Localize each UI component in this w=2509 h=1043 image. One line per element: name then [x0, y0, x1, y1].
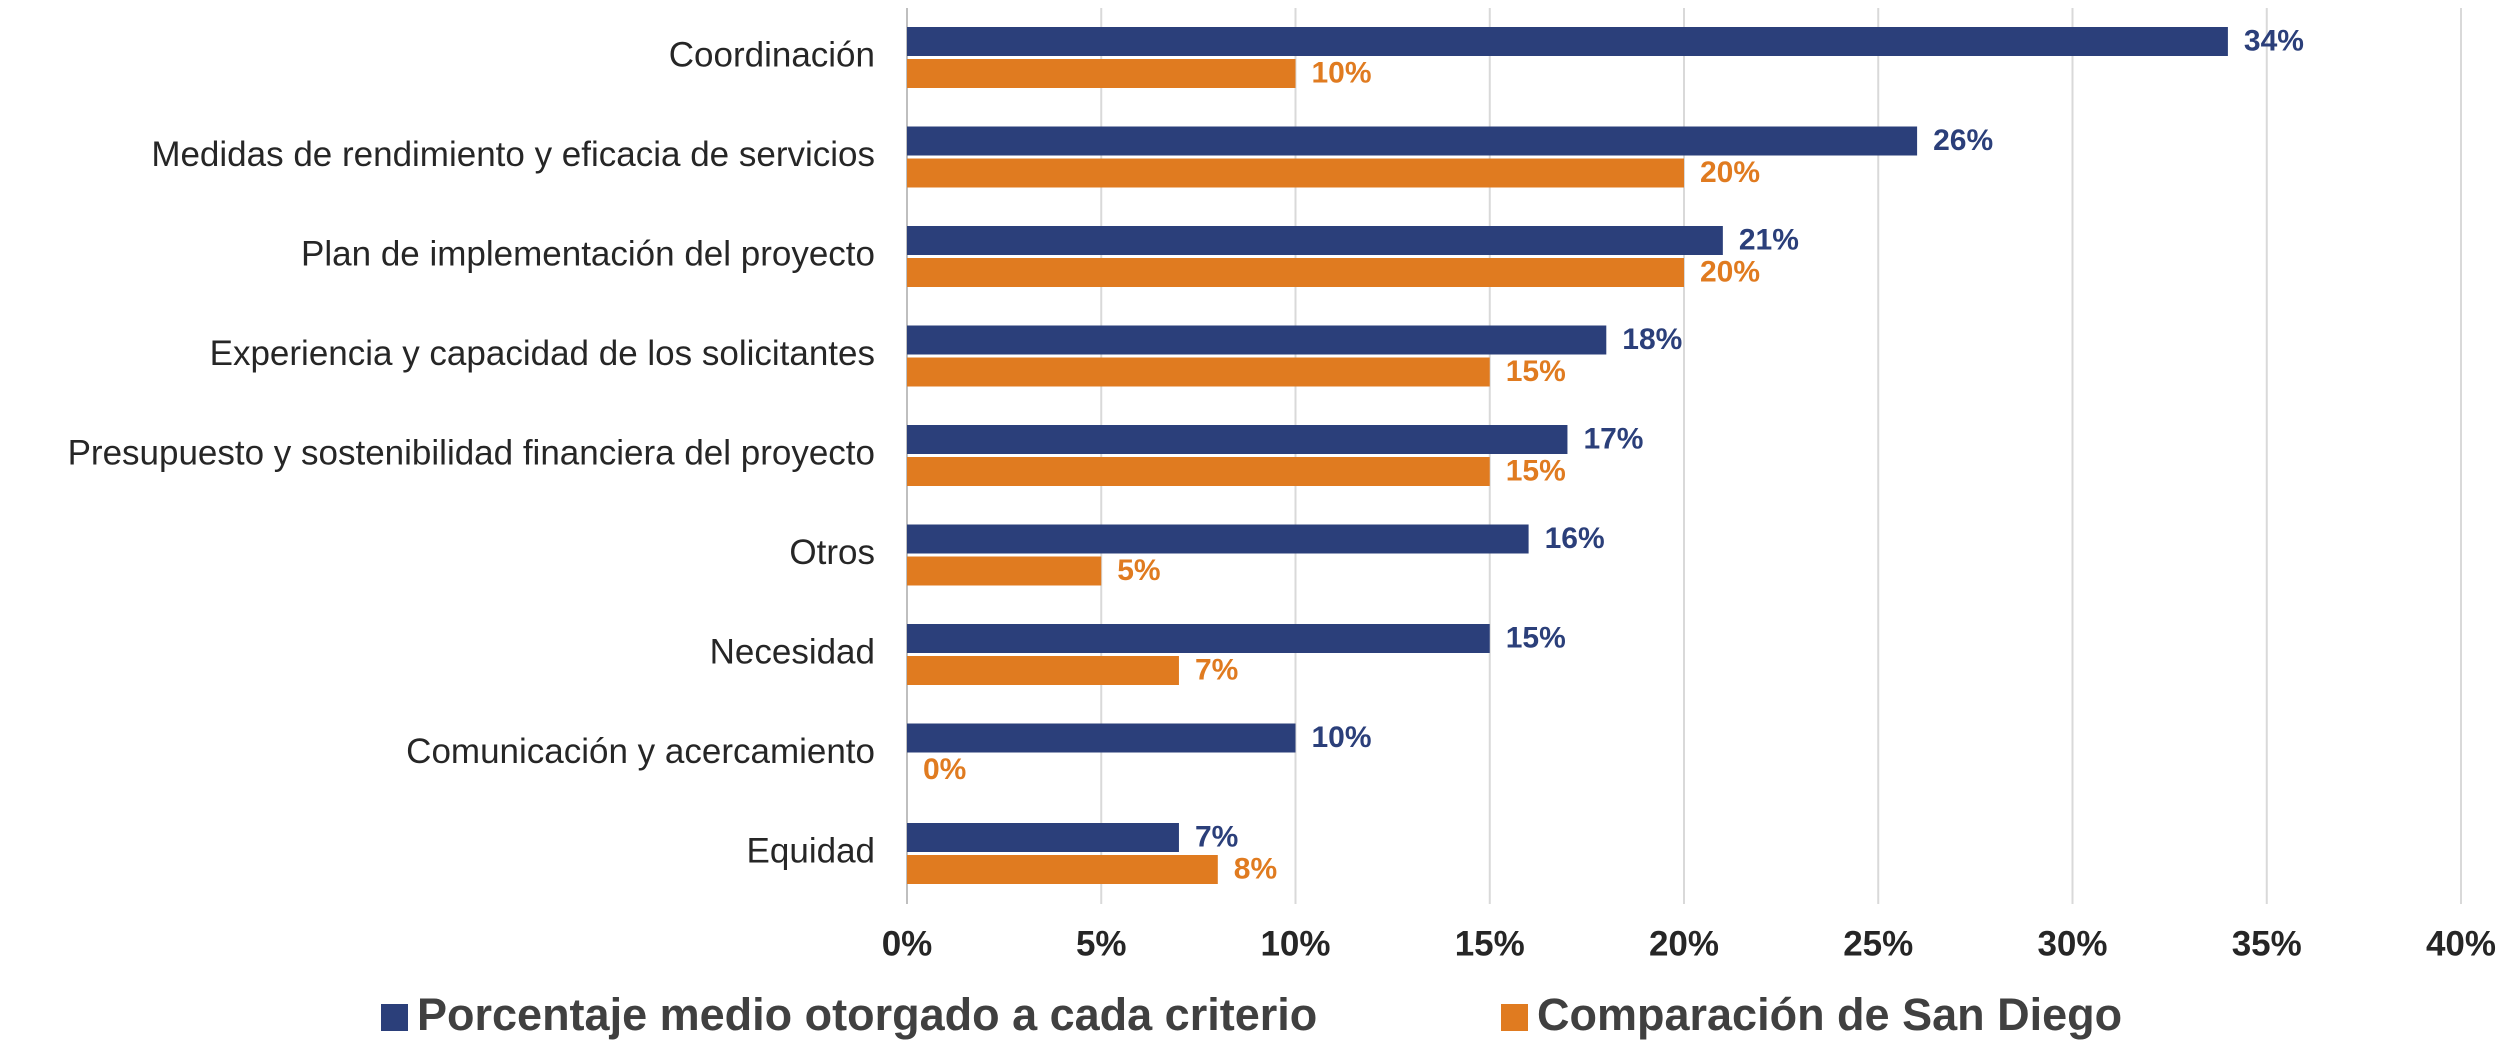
bar: [907, 823, 1179, 852]
data-label: 26%: [1933, 124, 1993, 157]
category-label: Equidad: [747, 831, 875, 870]
bar: [907, 425, 1568, 454]
data-label: 20%: [1700, 255, 1760, 288]
bar: [907, 357, 1490, 387]
bar: [907, 226, 1723, 255]
category-label: Plan de implementación del proyecto: [301, 234, 875, 273]
bar: [907, 258, 1684, 287]
category-label: Experiencia y capacidad de los solicitan…: [210, 334, 875, 373]
bar: [907, 855, 1218, 884]
x-tick-label: 20%: [1649, 924, 1719, 963]
legend-label: Comparación de San Diego: [1537, 989, 2122, 1040]
legend-swatch: [381, 1004, 408, 1031]
category-label: Presupuesto y sostenibilidad financiera …: [68, 433, 875, 472]
data-label: 16%: [1545, 522, 1605, 555]
x-tick-label: 40%: [2426, 924, 2496, 963]
bar: [907, 457, 1490, 486]
bar: [907, 158, 1684, 188]
data-label: 10%: [1312, 56, 1372, 89]
bar: [907, 556, 1102, 586]
category-label: Otros: [789, 533, 875, 572]
data-label: 15%: [1506, 355, 1566, 388]
data-label: 0%: [923, 753, 966, 786]
data-label: 8%: [1234, 852, 1277, 885]
data-label: 7%: [1195, 820, 1238, 853]
data-label: 7%: [1195, 653, 1238, 686]
x-tick-label: 25%: [1843, 924, 1913, 963]
x-tick-label: 15%: [1455, 924, 1525, 963]
category-label: Coordinación: [669, 35, 875, 74]
legend-swatch: [1501, 1004, 1528, 1031]
bar: [907, 126, 1918, 156]
x-tick-label: 30%: [2037, 924, 2107, 963]
legend-label: Porcentaje medio otorgado a cada criteri…: [417, 989, 1317, 1040]
data-label: 15%: [1506, 621, 1566, 654]
bar: [907, 524, 1529, 554]
bar: [907, 723, 1296, 753]
bar: [907, 27, 2228, 56]
data-label: 18%: [1622, 323, 1682, 356]
data-label: 20%: [1700, 156, 1760, 189]
category-label: Medidas de rendimiento y eficacia de ser…: [151, 135, 875, 174]
bar: [907, 325, 1607, 355]
x-tick-label: 10%: [1260, 924, 1330, 963]
category-label: Comunicación y acercamiento: [406, 732, 875, 771]
data-label: 5%: [1117, 554, 1160, 587]
bar: [907, 59, 1296, 88]
data-label: 15%: [1506, 454, 1566, 487]
x-tick-label: 5%: [1076, 924, 1127, 963]
data-label: 17%: [1583, 422, 1643, 455]
data-label: 34%: [2244, 24, 2304, 57]
category-label: Necesidad: [710, 632, 875, 671]
x-tick-label: 35%: [2232, 924, 2302, 963]
bar: [907, 624, 1490, 653]
data-label: 10%: [1312, 721, 1372, 754]
bar: [907, 656, 1179, 685]
x-tick-label: 0%: [882, 924, 933, 963]
data-label: 21%: [1739, 223, 1799, 256]
